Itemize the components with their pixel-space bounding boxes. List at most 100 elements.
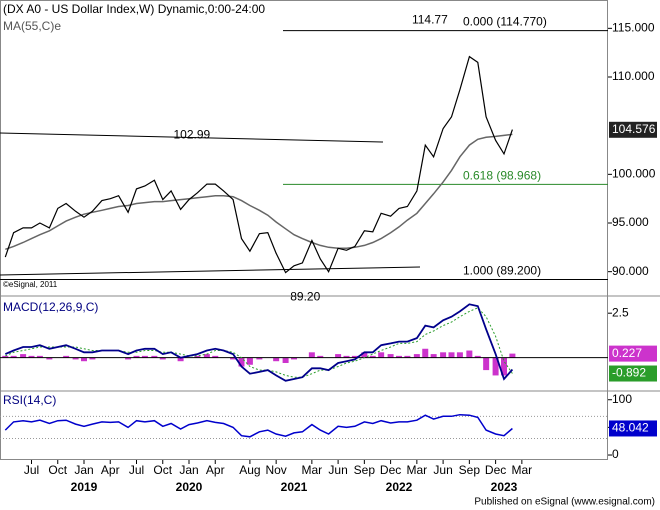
histogram-bar bbox=[317, 355, 324, 358]
y-tick-label: 110.000 bbox=[612, 69, 655, 83]
histogram-bar bbox=[456, 352, 463, 358]
rsi-line bbox=[4, 413, 513, 438]
year-label: 2020 bbox=[176, 480, 203, 494]
histogram-bar bbox=[351, 355, 358, 358]
value-box bbox=[609, 365, 657, 382]
x-tick-label: Nov bbox=[265, 463, 286, 477]
copyright: ©eSignal, 2011 bbox=[3, 280, 58, 289]
y-tick-label: 100 bbox=[612, 392, 632, 406]
y-tick-label: 95.000 bbox=[612, 215, 649, 229]
year-label: 2022 bbox=[386, 480, 413, 494]
histogram-bar bbox=[72, 357, 79, 360]
annotation: 102.99 bbox=[173, 127, 210, 141]
histogram-bar bbox=[28, 355, 35, 358]
x-tick-label: Jun bbox=[433, 463, 452, 477]
histogram-bar bbox=[2, 355, 9, 358]
histogram-bar bbox=[273, 357, 280, 362]
x-tick-label: Mar bbox=[512, 463, 533, 477]
histogram-bar bbox=[125, 357, 132, 360]
histogram-bar bbox=[422, 348, 429, 358]
histogram-bar bbox=[474, 355, 481, 358]
x-tick-label: Oct bbox=[153, 463, 172, 477]
histogram-bar bbox=[291, 357, 297, 360]
value-label: 0.227 bbox=[612, 346, 642, 360]
x-tick-label: Dec bbox=[485, 463, 506, 477]
x-tick-label: Sep bbox=[459, 463, 481, 477]
value-label: 104.576 bbox=[612, 122, 656, 136]
histogram-bar bbox=[238, 357, 245, 367]
annotation: 114.77 bbox=[412, 13, 448, 27]
y-tick-label: 90.000 bbox=[612, 264, 649, 278]
x-tick-label: Mar bbox=[302, 463, 323, 477]
histogram-bar bbox=[335, 354, 342, 358]
signal-line bbox=[5, 307, 513, 378]
x-tick-label: Aug bbox=[239, 463, 260, 477]
frame bbox=[0, 0, 608, 460]
x-tick-label: Dec bbox=[380, 463, 401, 477]
histogram-bar bbox=[396, 355, 402, 358]
x-tick-label: Sep bbox=[354, 463, 376, 477]
x-tick-label: Jul bbox=[129, 463, 144, 477]
fib-label: 1.000 (89.200) bbox=[463, 264, 541, 278]
year-label: 2019 bbox=[71, 480, 98, 494]
histogram-bar bbox=[141, 355, 148, 358]
x-tick-label: Jan bbox=[74, 463, 93, 477]
y-tick-label: 2.5 bbox=[612, 305, 629, 319]
x-tick-label: Jan bbox=[179, 463, 198, 477]
histogram-bar bbox=[448, 352, 455, 358]
histogram-bar bbox=[413, 354, 420, 358]
histogram-bar bbox=[282, 357, 289, 363]
year-label: 2023 bbox=[491, 480, 518, 494]
histogram-bar bbox=[89, 357, 96, 360]
histogram-bar bbox=[203, 354, 210, 358]
histogram-bar bbox=[46, 357, 53, 360]
histogram-bar bbox=[387, 354, 394, 358]
histogram-bar bbox=[404, 355, 411, 358]
histogram-bar bbox=[308, 352, 315, 358]
histogram-bar bbox=[246, 357, 253, 365]
value-label: -0.892 bbox=[612, 366, 646, 380]
histogram-bar bbox=[361, 352, 368, 358]
trend-line bbox=[0, 132, 384, 143]
x-tick-label: Oct bbox=[48, 463, 67, 477]
x-tick-label: Mar bbox=[407, 463, 428, 477]
histogram-bar bbox=[369, 355, 376, 358]
fib-label: 0.000 (114.770) bbox=[463, 15, 547, 29]
histogram-bar bbox=[256, 357, 263, 360]
histogram-bar bbox=[430, 354, 437, 358]
histogram-bar bbox=[501, 357, 507, 376]
histogram-bar bbox=[63, 355, 70, 358]
y-tick-label: 0 bbox=[612, 447, 619, 461]
annotation: 89.20 bbox=[290, 290, 320, 304]
histogram-bar bbox=[36, 355, 43, 358]
year-label: 2021 bbox=[281, 480, 308, 494]
y-tick-label: 115.000 bbox=[612, 21, 655, 35]
footer: Published on eSignal (www.esignal.com) bbox=[474, 497, 655, 508]
macd-label: MACD(12,26,9,C) bbox=[3, 300, 98, 314]
value-box bbox=[609, 420, 657, 437]
histogram-bar bbox=[212, 355, 219, 358]
histogram-bar bbox=[483, 357, 490, 371]
histogram-bar bbox=[440, 352, 447, 358]
histogram-bar bbox=[10, 355, 17, 358]
x-tick-label: Apr bbox=[101, 463, 120, 477]
histogram-bar bbox=[81, 357, 87, 362]
histogram-bar bbox=[378, 352, 385, 358]
rsi-label: RSI(14,C) bbox=[3, 393, 56, 407]
histogram-bar bbox=[194, 355, 201, 358]
x-tick-label: Jun bbox=[328, 463, 347, 477]
value-label: 48.042 bbox=[612, 421, 649, 435]
x-tick-label: Jul bbox=[24, 463, 39, 477]
histogram-bar bbox=[177, 357, 184, 362]
histogram-bar bbox=[466, 350, 473, 358]
value-box bbox=[609, 345, 657, 362]
histogram-bar bbox=[20, 354, 27, 358]
price-line bbox=[4, 55, 513, 274]
trend-line bbox=[0, 266, 421, 276]
histogram-bar bbox=[133, 355, 140, 358]
histogram-bar bbox=[230, 357, 237, 360]
histogram-bar bbox=[343, 355, 350, 358]
histogram-bar bbox=[151, 355, 158, 358]
